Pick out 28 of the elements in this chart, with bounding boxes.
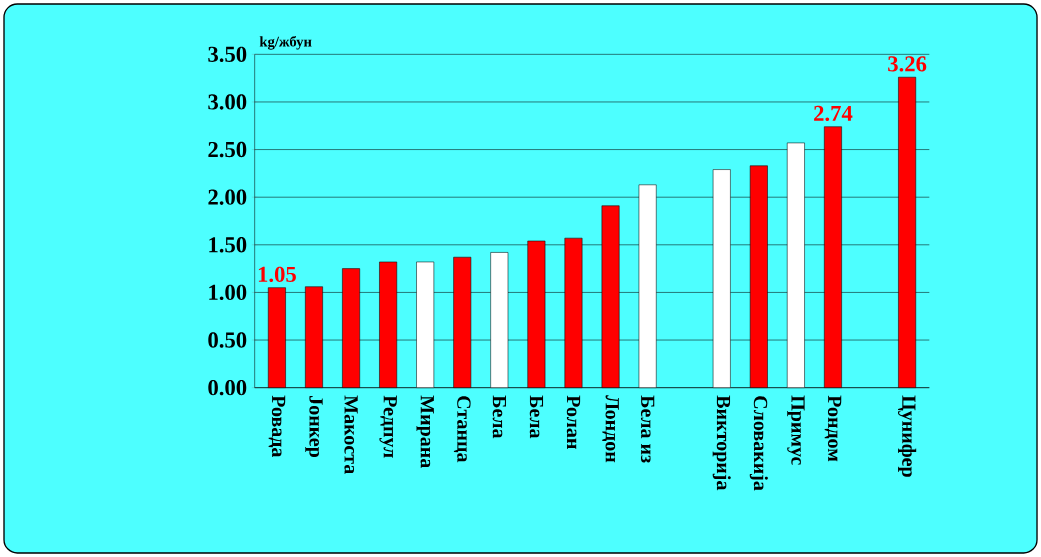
x-tick-label: Редпул: [379, 395, 397, 458]
x-tick-label: Бела: [529, 395, 544, 439]
x-tick-label: Станца: [453, 396, 471, 463]
x-tick-label: Мирана: [416, 395, 434, 468]
x-tick-label: Лондон: [602, 395, 619, 463]
y-tick-label: 2.50: [208, 141, 247, 158]
data-label: 3.26: [888, 56, 927, 72]
y-tick-label: 3.00: [208, 94, 247, 110]
x-tick-label: Цунифер: [898, 395, 917, 477]
x-tick-label: Јонкер: [305, 396, 323, 457]
y-axis-title: kg/жбун: [259, 35, 312, 50]
y-tick-label: 0.00: [208, 379, 247, 396]
y-tick-label: 1.00: [209, 284, 247, 301]
x-tick-label: Макоста: [344, 395, 358, 475]
data-label: 2.74: [814, 105, 853, 122]
x-tick-label: Ровада: [268, 395, 286, 458]
y-tick-label: 2.00: [208, 189, 247, 205]
x-tick-label: Примус: [787, 395, 805, 465]
y-tick-label: 3.50: [208, 46, 247, 63]
x-tick-label: Словакија: [749, 396, 768, 491]
x-tick-label: Ролан: [566, 395, 581, 449]
data-label: 1.05: [258, 266, 296, 283]
y-tick-label: 0.50: [208, 332, 247, 348]
x-tick-label: Бела: [492, 395, 506, 439]
x-tick-label: Бела из: [640, 395, 655, 463]
y-tick-label: 1.50: [209, 237, 247, 253]
x-tick-label: Викторија: [712, 395, 731, 491]
x-tick-label: Рондом: [824, 395, 842, 462]
